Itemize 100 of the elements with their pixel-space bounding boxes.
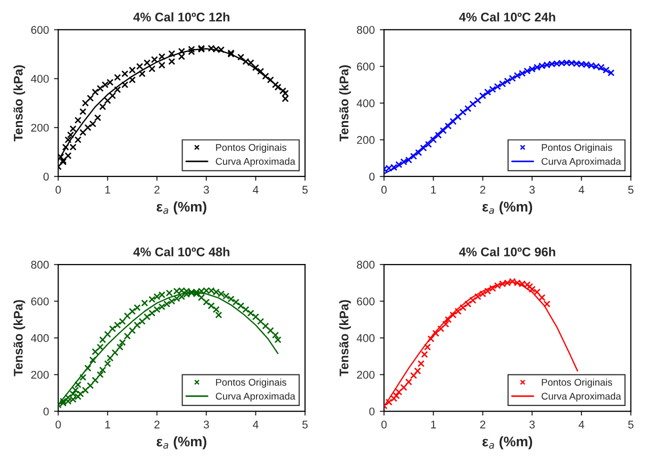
legend-label: Pontos Originais <box>542 378 612 388</box>
legend-label: Pontos Originais <box>216 144 286 153</box>
x-tick-label: 2 <box>480 186 486 194</box>
point <box>420 144 427 152</box>
x-tick-label: 3 <box>204 420 209 428</box>
y-tick-label: 0 <box>43 408 49 416</box>
point <box>464 105 472 112</box>
legend-label: Pontos Originais <box>542 144 612 153</box>
point <box>444 122 452 130</box>
x-tick-label: 4 <box>252 186 258 194</box>
point <box>400 384 408 391</box>
y-axis-title: Tensão (kPa) <box>13 65 26 142</box>
point <box>469 296 476 304</box>
y-tick-label: 800 <box>31 260 49 269</box>
y-tick-label: 400 <box>356 334 375 342</box>
point <box>410 372 418 379</box>
chart-title: 4% Cal 10ºC 12h <box>133 12 230 22</box>
x-tick-label: 2 <box>154 420 160 428</box>
y-axis-title: Tensão (kPa) <box>339 65 351 142</box>
y-tick-label: 0 <box>369 408 375 416</box>
point <box>424 344 431 351</box>
x-tick-label: 3 <box>204 186 209 194</box>
point <box>410 152 418 160</box>
point <box>430 136 437 144</box>
x-tick-label: 0 <box>56 420 61 428</box>
x-tick-label: 0 <box>381 420 387 428</box>
point <box>479 92 486 100</box>
point <box>538 294 546 302</box>
x-tick-label: 1 <box>431 186 436 194</box>
x-tick-label: 4 <box>252 420 258 428</box>
x-tick-label: 5 <box>628 186 634 194</box>
y-tick-label: 600 <box>31 297 49 306</box>
point <box>454 308 462 315</box>
x-tick-label: 2 <box>154 186 160 194</box>
x-tick-label: 2 <box>480 420 486 428</box>
point <box>415 149 422 156</box>
point <box>437 325 444 332</box>
legend-label: Curva Aproximada <box>216 158 296 167</box>
x-tick-label: 4 <box>578 420 584 428</box>
chart-title: 4% Cal 10ºC 48h <box>133 247 230 256</box>
y-tick-label: 200 <box>357 370 375 379</box>
x-tick-label: 0 <box>381 186 387 194</box>
x-tick-label: 1 <box>105 420 110 428</box>
point <box>474 96 482 104</box>
point <box>427 335 434 342</box>
y-tick-label: 600 <box>31 26 49 34</box>
y-tick-label: 400 <box>30 74 49 83</box>
legend-label: Curva Aproximada <box>216 392 296 402</box>
y-tick-label: 400 <box>356 99 375 108</box>
y-tick-label: 0 <box>369 172 375 181</box>
point <box>460 108 466 116</box>
point <box>469 100 476 108</box>
point <box>434 132 442 139</box>
x-tick-label: 5 <box>302 186 308 194</box>
chart-title: 4% Cal 10ºC 24h <box>459 12 556 22</box>
point <box>442 320 450 328</box>
point <box>464 300 472 308</box>
x-axis-title: ε$_{a}$ (%m) <box>482 436 532 450</box>
x-tick-label: 1 <box>105 186 110 194</box>
point <box>440 127 447 134</box>
y-tick-label: 600 <box>357 297 375 306</box>
y-tick-label: 200 <box>357 136 375 144</box>
x-tick-label: 4 <box>578 186 584 194</box>
x-tick-label: 5 <box>628 420 634 428</box>
point <box>450 118 457 125</box>
x-axis-title: ε$_{a}$ (%m) <box>482 201 532 214</box>
point <box>432 330 440 337</box>
legend-label: Curva Aproximada <box>542 392 622 402</box>
point <box>543 300 550 308</box>
x-axis-title: ε$_{a}$ (%m) <box>156 436 206 450</box>
legend-label: Curva Aproximada <box>542 158 622 167</box>
x-tick-label: 3 <box>529 420 535 428</box>
point <box>424 140 432 148</box>
x-tick-label: 1 <box>431 420 436 428</box>
point <box>460 304 466 312</box>
y-tick-label: 200 <box>31 124 49 132</box>
y-axis-title: Tensão (kPa) <box>339 300 351 376</box>
y-axis-title: Tensão (kPa) <box>13 300 26 376</box>
point <box>414 367 422 374</box>
y-tick-label: 200 <box>31 370 49 379</box>
point <box>421 350 428 358</box>
point <box>444 316 452 324</box>
y-tick-label: 0 <box>43 172 49 181</box>
point <box>392 392 400 400</box>
y-tick-label: 600 <box>357 62 375 71</box>
x-tick-label: 5 <box>302 420 308 428</box>
legend-label: Pontos Originais <box>216 378 286 388</box>
point <box>405 378 412 386</box>
x-axis-title: ε$_{a}$ (%m) <box>156 201 206 214</box>
point <box>450 312 457 318</box>
x-tick-label: 3 <box>529 186 535 194</box>
y-tick-label: 800 <box>356 260 375 269</box>
point <box>454 113 462 120</box>
point <box>395 388 402 396</box>
point <box>390 394 398 402</box>
point <box>418 360 425 368</box>
y-tick-label: 800 <box>356 26 375 34</box>
chart-title: 4% Cal 10ºC 96h <box>459 247 556 256</box>
x-tick-label: 0 <box>56 186 61 194</box>
y-tick-label: 400 <box>30 334 49 342</box>
